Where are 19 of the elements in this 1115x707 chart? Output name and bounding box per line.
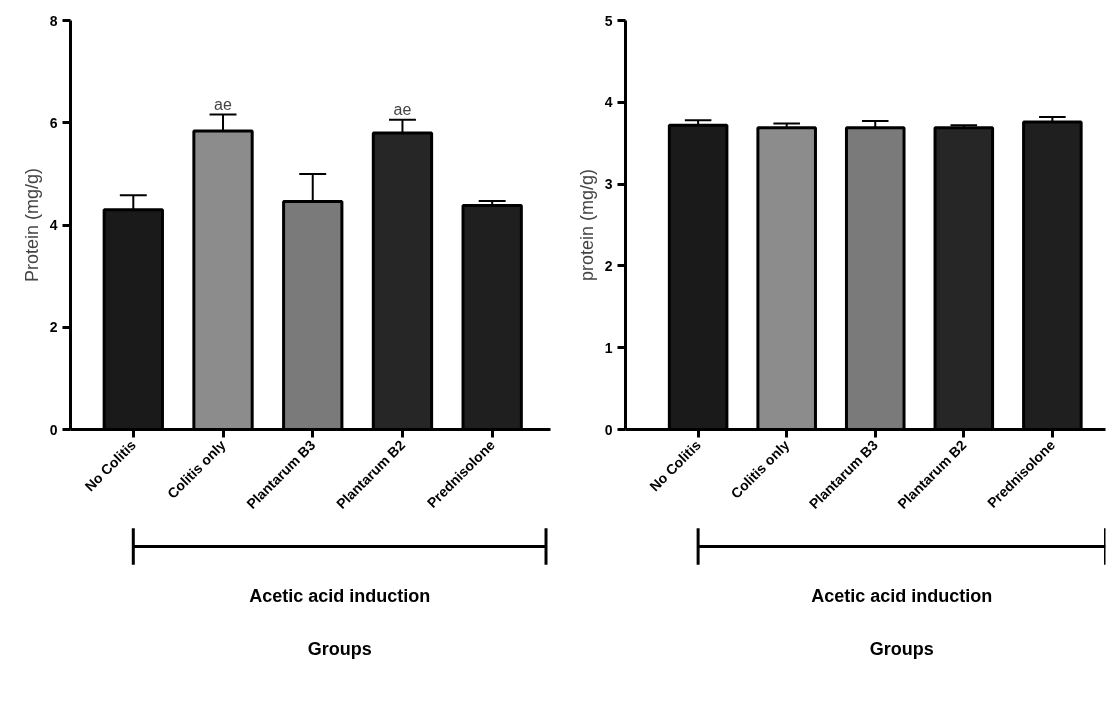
- y-tick-label: 2: [604, 257, 613, 274]
- y-tick-label: 0: [49, 421, 58, 438]
- y-tick-label: 1: [604, 339, 613, 356]
- y-tick-label: 3: [604, 176, 613, 193]
- y-tick-label: 4: [604, 94, 613, 111]
- text: Acetic acid induction: [811, 585, 993, 606]
- y-tick-label: 4: [49, 217, 58, 233]
- y-axis-title: protein (mg/g): [576, 168, 597, 282]
- y-tick-label: 0: [604, 421, 613, 438]
- y-tick-label: 8: [49, 12, 58, 29]
- x-axis-title: Groups: [307, 638, 372, 659]
- annotation: ae: [393, 100, 412, 118]
- annotation: ae: [214, 95, 233, 113]
- y-tick-label: 2: [49, 319, 58, 336]
- y-axis-title: Protein (mg/g): [21, 167, 42, 283]
- x-axis-title: Groups: [869, 638, 934, 659]
- y-tick-label: 6: [49, 114, 58, 131]
- y-tick-label: 5: [604, 12, 613, 29]
- text: Acetic acid induction: [249, 585, 431, 606]
